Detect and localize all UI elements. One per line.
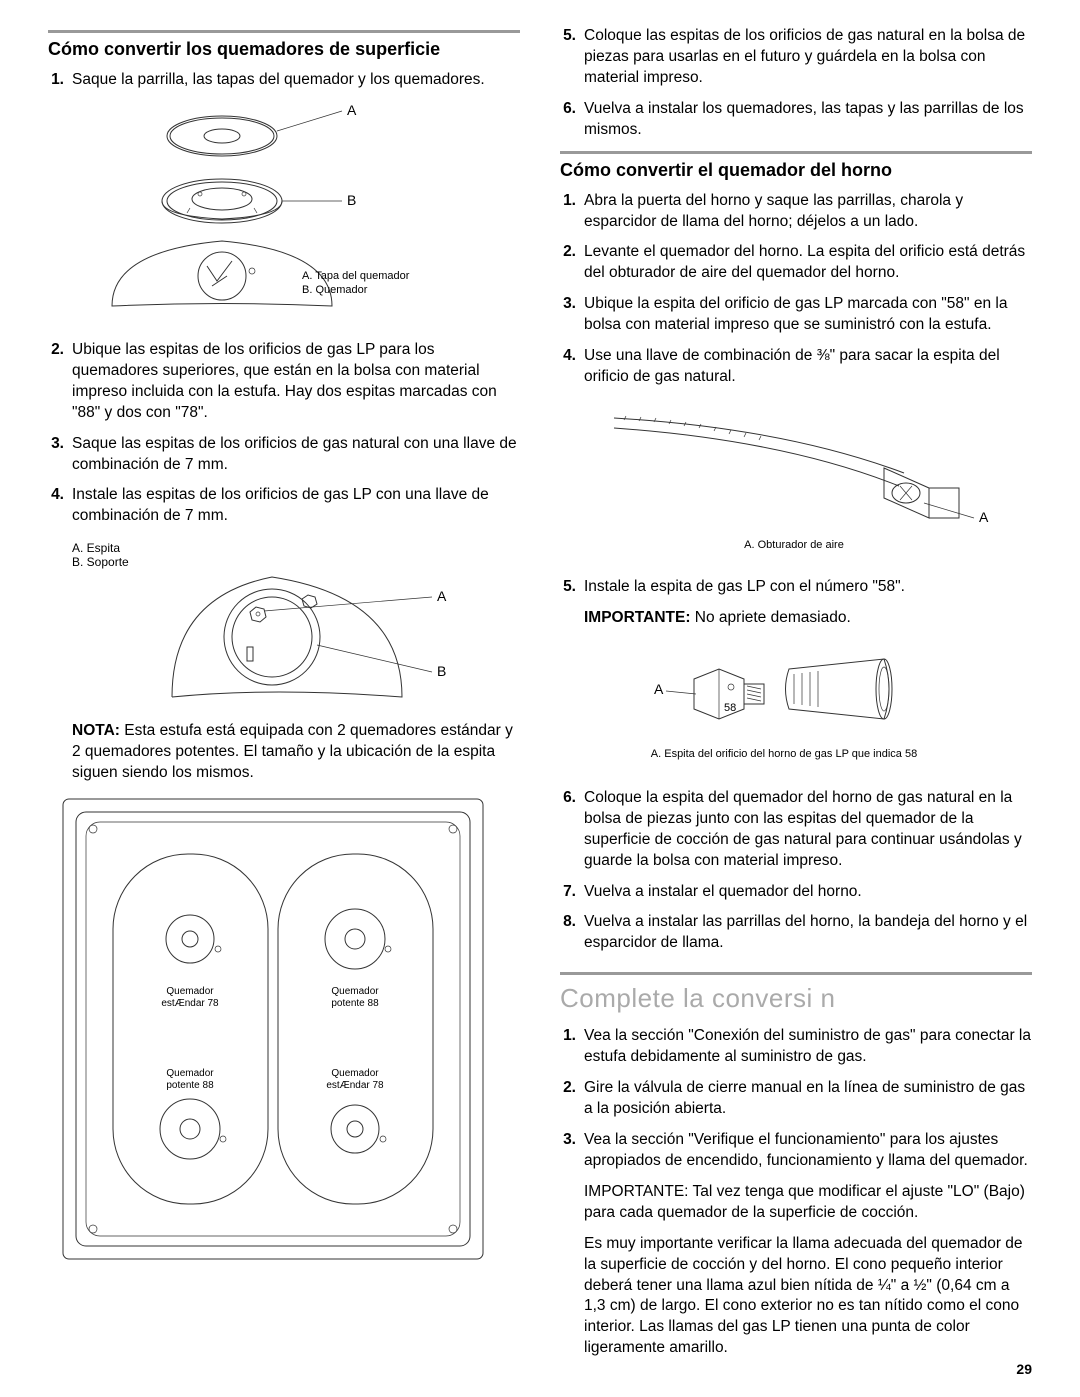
figure-spud: A. Espita B. Soporte A B bbox=[72, 537, 520, 707]
figure-lp-spud: 58 A A. Espita del orificio del horno de… bbox=[584, 639, 1032, 774]
step-text: Instale la espita de gas LP con el númer… bbox=[584, 577, 1032, 598]
step-num: 5. bbox=[560, 577, 584, 598]
stove-br-1: Quemador bbox=[331, 1068, 379, 1079]
step-text: Ubique la espita del orificio de gas LP … bbox=[584, 294, 1032, 336]
surface-cont-right: 5.Coloque las espitas de los orificios d… bbox=[560, 26, 1032, 141]
figure-stovetop: Quemador estÆndar 78 Quemador potente 88… bbox=[58, 794, 520, 1269]
oven-steps-2: 5.Instale la espita de gas LP con el núm… bbox=[560, 577, 1032, 598]
step-text: Saque la parrilla, las tapas del quemado… bbox=[72, 70, 520, 91]
step-num: 2. bbox=[560, 1078, 584, 1120]
step-num: 6. bbox=[560, 788, 584, 872]
fig1-legendB: B. Quemador bbox=[302, 284, 368, 296]
stove-tr-1: Quemador bbox=[331, 986, 379, 997]
label-B: B bbox=[437, 663, 446, 679]
step-num: 6. bbox=[560, 99, 584, 141]
step-text: Abra la puerta del horno y saque las par… bbox=[584, 191, 1032, 233]
label-A: A bbox=[347, 102, 357, 118]
step-text: Vea la sección "Conexión del suministro … bbox=[584, 1026, 1032, 1068]
step-num: 3. bbox=[560, 1130, 584, 1172]
important: IMPORTANTE: No apriete demasiado. bbox=[584, 608, 1032, 629]
surface-steps-cont: 2.Ubique las espitas de los orificios de… bbox=[48, 340, 520, 527]
rule bbox=[560, 972, 1032, 975]
step-text: Saque las espitas de los orificios de ga… bbox=[72, 434, 520, 476]
step-text: Ubique las espitas de los orificios de g… bbox=[72, 340, 520, 424]
rule bbox=[48, 30, 520, 33]
important-body: No apriete demasiado. bbox=[690, 609, 850, 626]
note-label: NOTA: bbox=[72, 722, 120, 739]
step-text: Coloque la espita del quemador del horno… bbox=[584, 788, 1032, 872]
oven-steps-3: 6.Coloque la espita del quemador del hor… bbox=[560, 788, 1032, 954]
heading-complete: Complete la conversi n bbox=[560, 983, 1032, 1014]
stove-tl-2: estÆndar 78 bbox=[161, 998, 219, 1009]
step-num: 5. bbox=[560, 26, 584, 89]
fig2-legendA: A. Espita bbox=[72, 541, 142, 555]
step-text: Vuelva a instalar las parrillas del horn… bbox=[584, 912, 1032, 954]
fig1-legendA: A. Tapa del quemador bbox=[302, 270, 410, 282]
important-label: IMPORTANTE: bbox=[584, 609, 690, 626]
step-text: Vea la sección "Verifique el funcionamie… bbox=[584, 1130, 1032, 1172]
complete-important: IMPORTANTE: Tal vez tenga que modificar … bbox=[584, 1182, 1032, 1224]
step-text: Instale las espitas de los orificios de … bbox=[72, 485, 520, 527]
note-body: Esta estufa está equipada con 2 quemador… bbox=[72, 722, 513, 781]
step-num: 3. bbox=[48, 434, 72, 476]
stove-br-2: estÆndar 78 bbox=[326, 1080, 384, 1091]
step-text: Vuelva a instalar los quemadores, las ta… bbox=[584, 99, 1032, 141]
right-column: 5.Coloque las espitas de los orificios d… bbox=[560, 20, 1032, 1369]
surface-steps: 1.Saque la parrilla, las tapas del quema… bbox=[48, 70, 520, 91]
label-A: A bbox=[437, 588, 447, 604]
complete-flame: Es muy importante verificar la llama ade… bbox=[584, 1234, 1032, 1360]
rule bbox=[560, 151, 1032, 154]
step-num: 3. bbox=[560, 294, 584, 336]
step-num: 2. bbox=[48, 340, 72, 424]
step-num: 1. bbox=[560, 191, 584, 233]
heading-oven-burner: Cómo convertir el quemador del horno bbox=[560, 160, 1032, 181]
step-num: 7. bbox=[560, 882, 584, 903]
step-num: 1. bbox=[48, 70, 72, 91]
oven-steps: 1.Abra la puerta del horno y saque las p… bbox=[560, 191, 1032, 388]
step-num: 8. bbox=[560, 912, 584, 954]
step-text: Gire la válvula de cierre manual en la l… bbox=[584, 1078, 1032, 1120]
step-num: 2. bbox=[560, 242, 584, 284]
step-num: 1. bbox=[560, 1026, 584, 1068]
figure-air-shutter: A A. Obturador de aire bbox=[584, 398, 1032, 563]
step-text: Coloque las espitas de los orificios de … bbox=[584, 26, 1032, 89]
stove-tl-1: Quemador bbox=[166, 986, 214, 997]
spud-num: 58 bbox=[724, 702, 736, 714]
stove-bl-2: potente 88 bbox=[166, 1080, 214, 1091]
figure-burner-exploded: A B A. Tapa del que bbox=[72, 101, 520, 326]
heading-surface-burners: Cómo convertir los quemadores de superfi… bbox=[48, 39, 520, 60]
fig4-legend: A. Espita del orificio del horno de gas … bbox=[651, 748, 917, 760]
note: NOTA: Esta estufa está equipada con 2 qu… bbox=[72, 721, 520, 784]
fig2-legendB: B. Soporte bbox=[72, 555, 142, 569]
fig3-legend: A. Obturador de aire bbox=[744, 539, 844, 551]
step-num: 4. bbox=[48, 485, 72, 527]
step-text: Use una llave de combinación de ⅜" para … bbox=[584, 346, 1032, 388]
page-number: 29 bbox=[1016, 1361, 1032, 1377]
stove-tr-2: potente 88 bbox=[331, 998, 379, 1009]
label-B: B bbox=[347, 192, 356, 208]
stove-bl-1: Quemador bbox=[166, 1068, 214, 1079]
complete-steps: 1.Vea la sección "Conexión del suministr… bbox=[560, 1026, 1032, 1172]
step-num: 4. bbox=[560, 346, 584, 388]
label-A: A bbox=[654, 681, 664, 697]
left-column: Cómo convertir los quemadores de superfi… bbox=[48, 20, 520, 1369]
step-text: Levante el quemador del horno. La espita… bbox=[584, 242, 1032, 284]
label-A: A bbox=[979, 509, 989, 525]
step-text: Vuelva a instalar el quemador del horno. bbox=[584, 882, 1032, 903]
